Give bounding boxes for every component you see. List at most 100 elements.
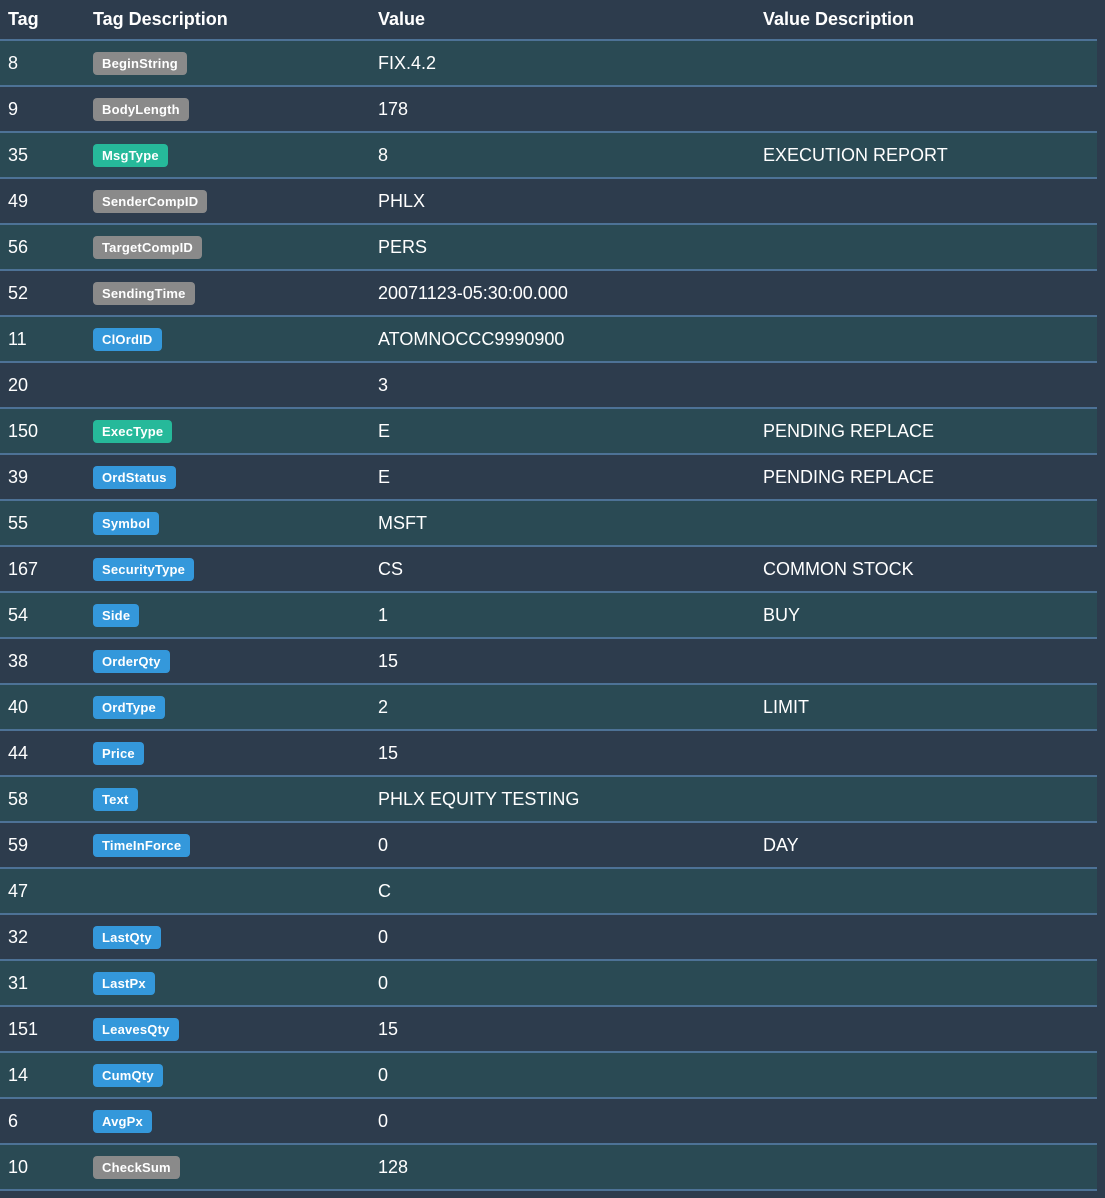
tag-description-badge: BeginString [93,51,187,75]
fix-table-body: 8 BeginString FIX.4.2 9 BodyLength 178 35 MsgTy… [0,41,1097,1191]
tag-description-badge: OrdType [93,695,165,719]
table-row: 150 ExecType E PENDING REPLACE [0,409,1097,455]
row-tag-number: 52 [8,282,29,303]
row-tag-description-cell: ExecType [85,419,370,443]
row-tag-description-cell: SenderCompID [85,189,370,213]
tag-description-badge: OrderQty [93,649,170,673]
column-header-value-description: Value Description [763,9,915,29]
row-value: 128 [378,1156,409,1177]
table-row: 49 SenderCompID PHLX [0,179,1097,225]
row-tag-description-cell: OrdStatus [85,465,370,489]
row-value-description: PENDING REPLACE [763,420,935,441]
table-row: 59 TimeInForce 0 DAY [0,823,1097,869]
row-tag-description-cell: TimeInForce [85,833,370,857]
row-tag-number: 151 [8,1018,39,1039]
row-value: 0 [378,926,389,947]
row-tag-number: 39 [8,466,29,487]
row-tag-number: 31 [8,972,29,993]
tag-description-badge: AvgPx [93,1109,152,1133]
row-tag-number: 14 [8,1064,29,1085]
table-row: 58 Text PHLX EQUITY TESTING [0,777,1097,823]
row-tag-number: 40 [8,696,29,717]
row-tag-description-cell: BodyLength [85,97,370,121]
row-value: MSFT [378,512,427,533]
row-tag-number: 49 [8,190,29,211]
row-tag-description-cell: AvgPx [85,1109,370,1133]
tag-description-badge: Price [93,741,144,765]
table-row: 31 LastPx 0 [0,961,1097,1007]
row-tag-number: 44 [8,742,29,763]
tag-description-badge: CumQty [93,1063,163,1087]
table-row: 32 LastQty 0 [0,915,1097,961]
row-tag-description-cell: CumQty [85,1063,370,1087]
table-row: 35 MsgType 8 EXECUTION REPORT [0,133,1097,179]
tag-description-badge: BodyLength [93,97,189,121]
table-row: 6 AvgPx 0 [0,1099,1097,1145]
tag-description-badge: SendingTime [93,281,195,305]
column-header-value: Value [378,9,426,29]
row-tag-description-cell: MsgType [85,143,370,167]
row-value: 15 [378,742,399,763]
row-tag-description-cell: Text [85,787,370,811]
row-tag-number: 20 [8,374,29,395]
row-tag-number: 150 [8,420,39,441]
row-tag-description-cell: SecurityType [85,557,370,581]
table-row: 11 ClOrdID ATOMNOCCC9990900 [0,317,1097,363]
tag-description-badge: LastQty [93,925,161,949]
row-tag-number: 167 [8,558,39,579]
row-value: 15 [378,1018,399,1039]
row-value: 0 [378,834,389,855]
row-value: 178 [378,98,409,119]
table-row: 52 SendingTime 20071123-05:30:00.000 [0,271,1097,317]
tag-description-badge: ExecType [93,419,173,443]
row-value-description: EXECUTION REPORT [763,144,948,165]
row-value: 2 [378,696,389,717]
row-tag-number: 10 [8,1156,29,1177]
column-header-tag: Tag [8,9,39,29]
table-row: 56 TargetCompID PERS [0,225,1097,271]
table-row: 167 SecurityType CS COMMON STOCK [0,547,1097,593]
row-value: CS [378,558,404,579]
table-row: 40 OrdType 2 LIMIT [0,685,1097,731]
row-value: 0 [378,1110,389,1131]
tag-description-badge: LastPx [93,971,155,995]
row-tag-description-cell: LastQty [85,925,370,949]
tag-description-badge: SecurityType [93,557,195,581]
row-tag-description-cell: LeavesQty [85,1017,370,1041]
tag-description-badge: MsgType [93,143,168,167]
table-row: 39 OrdStatus E PENDING REPLACE [0,455,1097,501]
row-tag-description-cell: CheckSum [85,1155,370,1179]
row-value-description: PENDING REPLACE [763,466,935,487]
row-tag-number: 56 [8,236,29,257]
row-tag-description-cell: OrdType [85,695,370,719]
column-header-tag-description: Tag Description [93,9,228,29]
row-value: 8 [378,144,389,165]
row-tag-number: 47 [8,880,29,901]
row-tag-description-cell: ClOrdID [85,327,370,351]
row-tag-description-cell: TargetCompID [85,235,370,259]
row-value: FIX.4.2 [378,52,437,73]
row-tag-description-cell: BeginString [85,51,370,75]
row-tag-description-cell: LastPx [85,971,370,995]
row-tag-number: 54 [8,604,29,625]
tag-description-badge: OrdStatus [93,465,176,489]
table-header-row: Tag Tag Description Value Value Descript… [0,0,1097,41]
table-row: 20 3 [0,363,1097,409]
row-tag-number: 55 [8,512,29,533]
table-row: 9 BodyLength 178 [0,87,1097,133]
row-tag-number: 59 [8,834,29,855]
row-value: E [378,420,391,441]
row-value: 1 [378,604,389,625]
row-value: 0 [378,1064,389,1085]
row-tag-number: 11 [8,328,27,349]
row-value-description: LIMIT [763,696,810,717]
tag-description-badge: Symbol [93,511,160,535]
row-tag-number: 6 [8,1110,19,1131]
row-value: C [378,880,391,901]
row-value-description: BUY [763,604,801,625]
table-row: 47 C [0,869,1097,915]
tag-description-badge: LeavesQty [93,1017,179,1041]
row-tag-number: 9 [8,98,19,119]
table-row: 44 Price 15 [0,731,1097,777]
